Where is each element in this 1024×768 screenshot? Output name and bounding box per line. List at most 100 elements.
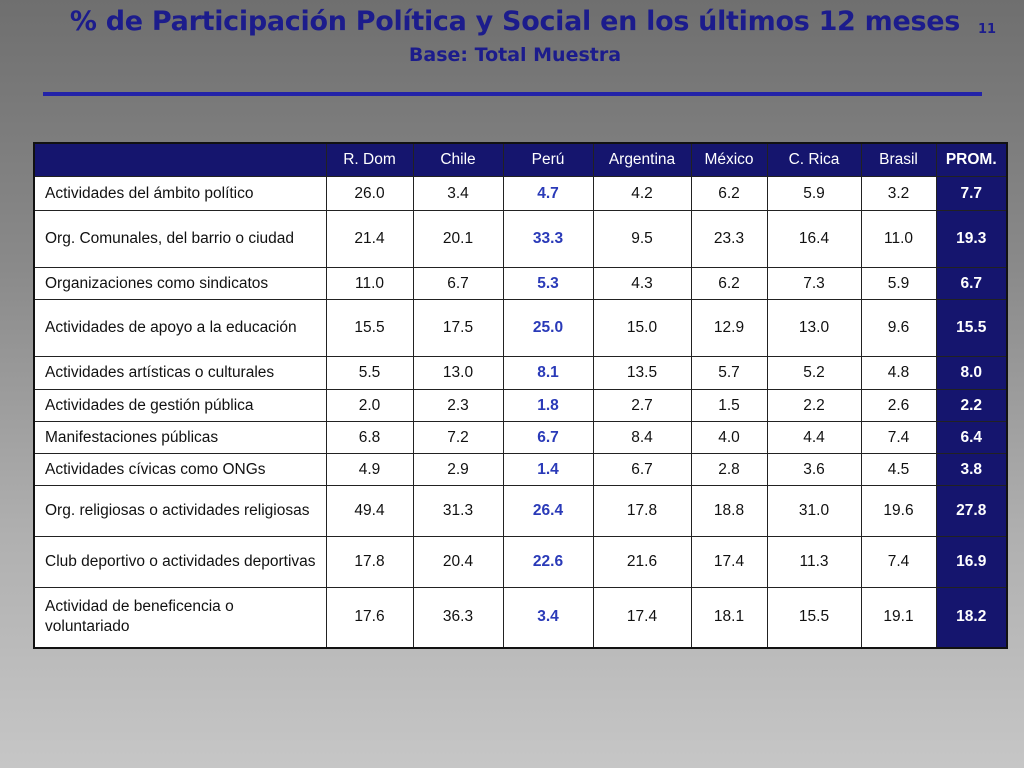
value-cell: 2.6 — [860, 389, 937, 422]
value-cell: 20.1 — [412, 210, 504, 268]
table-header-row: R. Dom Chile Perú Argentina México C. Ri… — [33, 142, 1008, 177]
value-cell-prom: 27.8 — [935, 485, 1008, 537]
table-row: Actividades de apoyo a la educación 15.5 1… — [33, 299, 1008, 357]
value-cell: 4.2 — [592, 176, 692, 211]
value-cell: 17.8 — [325, 536, 414, 588]
value-cell: 5.2 — [766, 356, 862, 390]
value-cell-prom: 3.8 — [935, 453, 1008, 486]
column-header: Argentina — [592, 142, 692, 177]
value-cell-peru: 25.0 — [502, 299, 594, 357]
title-divider — [43, 92, 982, 96]
column-header: Chile — [412, 142, 504, 177]
value-cell: 9.6 — [860, 299, 937, 357]
value-cell: 2.0 — [325, 389, 414, 422]
value-cell: 17.6 — [325, 587, 414, 648]
value-cell: 4.8 — [860, 356, 937, 390]
table-row: Org. religiosas o actividades religiosas… — [33, 485, 1008, 537]
value-cell: 21.6 — [592, 536, 692, 588]
row-label: Manifestaciones públicas — [33, 421, 327, 454]
value-cell-peru: 6.7 — [502, 421, 594, 454]
row-label: Actividades de gestión pública — [33, 389, 327, 422]
row-label: Org. religiosas o actividades religiosas — [33, 485, 327, 537]
page-number: 11 — [978, 22, 997, 37]
value-cell: 20.4 — [412, 536, 504, 588]
value-cell: 31.3 — [412, 485, 504, 537]
value-cell: 1.5 — [690, 389, 768, 422]
value-cell-prom: 18.2 — [935, 587, 1008, 648]
table-row: Actividad de beneficencia o voluntariado… — [33, 587, 1008, 648]
table-row: Manifestaciones públicas 6.8 7.2 6.7 8.4 4.0 4… — [33, 421, 1008, 454]
value-cell: 16.4 — [766, 210, 862, 268]
value-cell: 11.0 — [325, 267, 414, 300]
value-cell: 17.4 — [592, 587, 692, 648]
value-cell: 18.8 — [690, 485, 768, 537]
value-cell: 17.5 — [412, 299, 504, 357]
row-label: Actividades artísticas o culturales — [33, 356, 327, 390]
value-cell: 13.0 — [412, 356, 504, 390]
table-row: Actividades del ámbito político 26.0 3.4 4.… — [33, 176, 1008, 211]
value-cell-peru: 22.6 — [502, 536, 594, 588]
value-cell: 6.7 — [592, 453, 692, 486]
slide-title: % de Participación Política y Social en … — [69, 6, 961, 37]
value-cell: 21.4 — [325, 210, 414, 268]
value-cell: 6.2 — [690, 176, 768, 211]
value-cell: 5.5 — [325, 356, 414, 390]
row-label: Actividades de apoyo a la educación — [33, 299, 327, 357]
column-header: Perú — [502, 142, 594, 177]
value-cell: 23.3 — [690, 210, 768, 268]
value-cell: 7.2 — [412, 421, 504, 454]
value-cell-prom: 6.4 — [935, 421, 1008, 454]
value-cell: 5.9 — [860, 267, 937, 300]
value-cell: 31.0 — [766, 485, 862, 537]
value-cell: 7.3 — [766, 267, 862, 300]
value-cell: 17.8 — [592, 485, 692, 537]
value-cell: 4.9 — [325, 453, 414, 486]
value-cell-peru: 4.7 — [502, 176, 594, 211]
value-cell: 3.6 — [766, 453, 862, 486]
table-row: Organizaciones como sindicatos 11.0 6.7 5.3… — [33, 267, 1008, 300]
value-cell: 15.5 — [325, 299, 414, 357]
row-label: Actividad de beneficencia o voluntariado — [33, 587, 327, 648]
value-cell-prom: 15.5 — [935, 299, 1008, 357]
value-cell: 11.0 — [860, 210, 937, 268]
value-cell: 15.0 — [592, 299, 692, 357]
column-header: México — [690, 142, 768, 177]
header-corner-cell — [33, 142, 327, 177]
column-header: R. Dom — [325, 142, 414, 177]
column-header: Brasil — [860, 142, 937, 177]
value-cell: 4.5 — [860, 453, 937, 486]
value-cell: 19.6 — [860, 485, 937, 537]
value-cell: 2.7 — [592, 389, 692, 422]
table-row: Actividades artísticas o culturales 5.5 13… — [33, 356, 1008, 390]
value-cell: 7.4 — [860, 421, 937, 454]
participation-table: R. Dom Chile Perú Argentina México C. Ri… — [33, 142, 1008, 649]
value-cell-prom: 16.9 — [935, 536, 1008, 588]
table-row: Actividades cívicas como ONGs 4.9 2.9 1.4 6.… — [33, 453, 1008, 486]
value-cell-prom: 2.2 — [935, 389, 1008, 422]
value-cell-peru: 3.4 — [502, 587, 594, 648]
value-cell: 19.1 — [860, 587, 937, 648]
value-cell: 5.9 — [766, 176, 862, 211]
value-cell: 12.9 — [690, 299, 768, 357]
value-cell: 11.3 — [766, 536, 862, 588]
value-cell-peru: 5.3 — [502, 267, 594, 300]
value-cell: 3.2 — [860, 176, 937, 211]
value-cell-peru: 26.4 — [502, 485, 594, 537]
value-cell: 17.4 — [690, 536, 768, 588]
row-label: Actividades cívicas como ONGs — [33, 453, 327, 486]
value-cell: 15.5 — [766, 587, 862, 648]
column-header: C. Rica — [766, 142, 862, 177]
value-cell: 6.2 — [690, 267, 768, 300]
row-label: Org. Comunales, del barrio o ciudad — [33, 210, 327, 268]
value-cell-prom: 8.0 — [935, 356, 1008, 390]
value-cell: 36.3 — [412, 587, 504, 648]
value-cell: 49.4 — [325, 485, 414, 537]
value-cell-peru: 1.8 — [502, 389, 594, 422]
value-cell: 6.8 — [325, 421, 414, 454]
value-cell: 2.9 — [412, 453, 504, 486]
value-cell-peru: 1.4 — [502, 453, 594, 486]
value-cell: 13.0 — [766, 299, 862, 357]
row-label: Organizaciones como sindicatos — [33, 267, 327, 300]
value-cell: 26.0 — [325, 176, 414, 211]
slide-subtitle: Base: Total Muestra — [408, 44, 622, 66]
